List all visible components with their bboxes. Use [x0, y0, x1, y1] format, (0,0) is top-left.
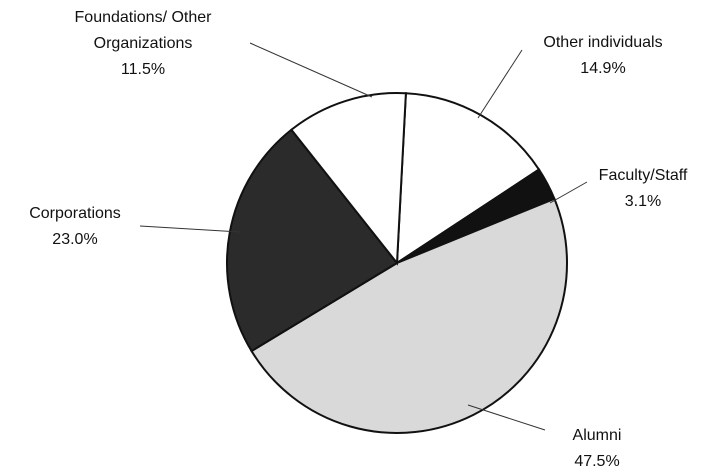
leader-line	[549, 181, 588, 204]
value-label: 3.1%	[624, 193, 662, 210]
leader-line	[139, 225, 241, 233]
category-label: Corporations	[29, 205, 121, 222]
category-label: Faculty/Staff	[598, 167, 688, 184]
slice-label: Foundations/ Other Organizations 11.5%	[56, 5, 231, 83]
pie-slice	[289, 92, 407, 266]
slice-label: Faculty/Staff 3.1%	[599, 163, 688, 215]
pie-slice	[395, 92, 541, 265]
slice-label: Alumni 47.5%	[573, 423, 622, 473]
value-label: 23.0%	[52, 231, 98, 248]
leader-line	[249, 42, 373, 98]
leader-line	[477, 49, 523, 119]
category-label: Alumni	[572, 427, 622, 444]
pie-slice	[250, 197, 568, 434]
category-label: Foundations/ Other Organizations	[74, 9, 212, 52]
value-label: 47.5%	[574, 453, 620, 470]
value-label: 11.5%	[120, 61, 166, 78]
value-label: 14.9%	[580, 60, 626, 77]
pie-slice	[226, 128, 399, 353]
slice-label: Corporations 23.0%	[29, 201, 121, 253]
leader-line	[467, 404, 546, 431]
category-label: Other individuals	[543, 34, 663, 51]
slice-label: Other individuals 14.9%	[543, 30, 662, 82]
